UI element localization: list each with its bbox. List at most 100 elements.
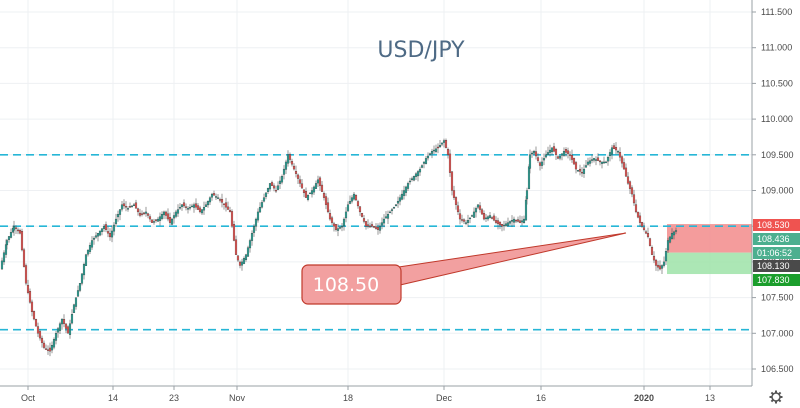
candle-body	[388, 211, 392, 214]
candle-body	[230, 211, 234, 227]
candle-body	[534, 151, 538, 157]
y-tick-label: 110.500	[761, 78, 793, 88]
candle-body	[380, 222, 384, 226]
candle-body	[552, 146, 556, 152]
candle-body	[94, 235, 98, 238]
candle-body	[330, 217, 334, 223]
candle-body	[344, 211, 348, 219]
candle-body	[644, 231, 648, 234]
candle-body	[328, 213, 332, 220]
candle-body	[74, 297, 78, 307]
candle-body	[222, 203, 226, 205]
chart-title: USD/JPY	[377, 38, 465, 63]
candle-body	[408, 180, 412, 183]
candle-body	[44, 348, 48, 350]
candle-body	[576, 170, 580, 172]
candle-body	[368, 226, 372, 228]
candle-body	[632, 194, 636, 204]
candle-body	[18, 230, 22, 234]
price-label-text: 108.530	[757, 220, 790, 230]
candle-body	[294, 171, 298, 174]
candle-body	[48, 347, 52, 352]
candle-body	[290, 161, 294, 165]
candle-body	[252, 226, 256, 233]
candle-body	[174, 211, 178, 217]
candle-body	[614, 147, 618, 151]
candle-body	[426, 155, 430, 159]
candle-body	[406, 183, 410, 189]
candle-body	[334, 224, 338, 230]
candle-body	[588, 160, 592, 164]
candle-body	[568, 154, 572, 156]
candle-body	[376, 227, 380, 230]
candle-body	[172, 215, 176, 219]
x-tick-label: Dec	[436, 393, 453, 403]
candle-body	[272, 185, 276, 189]
candle-body	[300, 183, 304, 189]
candle-body	[136, 208, 140, 213]
candle-body	[254, 218, 258, 227]
candle-body	[318, 177, 322, 186]
candle-body	[312, 186, 316, 193]
candle-body	[586, 161, 590, 165]
candle-body	[310, 190, 314, 195]
candle-body	[50, 345, 54, 351]
candle-body	[134, 202, 138, 209]
candle-body	[514, 219, 518, 222]
candle-body	[604, 161, 608, 164]
horizontal-levels	[0, 154, 752, 331]
candle-body	[642, 227, 646, 230]
candle-body	[524, 199, 528, 221]
candle-body	[570, 154, 574, 160]
candle-body	[556, 156, 560, 159]
candle-body	[400, 193, 404, 200]
candle-body	[358, 206, 362, 213]
candle-body	[54, 333, 58, 341]
candle-body	[562, 151, 566, 156]
candle-body	[636, 211, 640, 218]
candle-body	[544, 154, 548, 158]
candle-body	[264, 192, 268, 197]
candle-body	[114, 218, 118, 224]
candle-body	[502, 224, 506, 227]
candle-body	[478, 205, 482, 210]
candle-body	[574, 162, 578, 170]
candle-body	[256, 211, 260, 221]
candle-body	[540, 161, 544, 166]
gear-ring	[771, 392, 781, 402]
candle-body	[232, 224, 236, 241]
candle-body	[296, 174, 300, 179]
y-tick-label: 110.000	[761, 114, 793, 124]
candle-body	[580, 171, 584, 174]
candle-body	[164, 211, 168, 216]
callout-annotation[interactable]: 108.50	[301, 232, 627, 305]
candle-body	[352, 193, 356, 200]
candle-body	[494, 220, 498, 223]
price-label-text: 108.130	[757, 261, 790, 271]
candle-body	[210, 193, 214, 198]
candle-body	[508, 221, 512, 224]
candle-body	[572, 157, 576, 165]
candle-body	[382, 218, 386, 224]
candle-body	[448, 153, 452, 173]
candle-body	[28, 291, 32, 303]
candle-body	[78, 283, 82, 291]
candle-body	[224, 202, 228, 208]
candle-body	[620, 156, 624, 164]
candle-body	[46, 349, 50, 351]
candle-body	[56, 328, 60, 333]
candle-body	[456, 205, 460, 213]
y-tick-label: 111.000	[761, 43, 792, 53]
candle-body	[430, 151, 434, 154]
candle-body	[374, 226, 378, 229]
candle-body	[525, 190, 529, 200]
candle-body	[480, 209, 484, 215]
settings-gear-icon[interactable]	[769, 390, 783, 404]
candle-body	[206, 201, 210, 206]
candle-body	[590, 159, 594, 161]
candle-body	[190, 205, 194, 208]
price-label-text: 108.436	[757, 234, 790, 244]
candle-body	[146, 213, 150, 216]
candle-body	[476, 204, 480, 208]
